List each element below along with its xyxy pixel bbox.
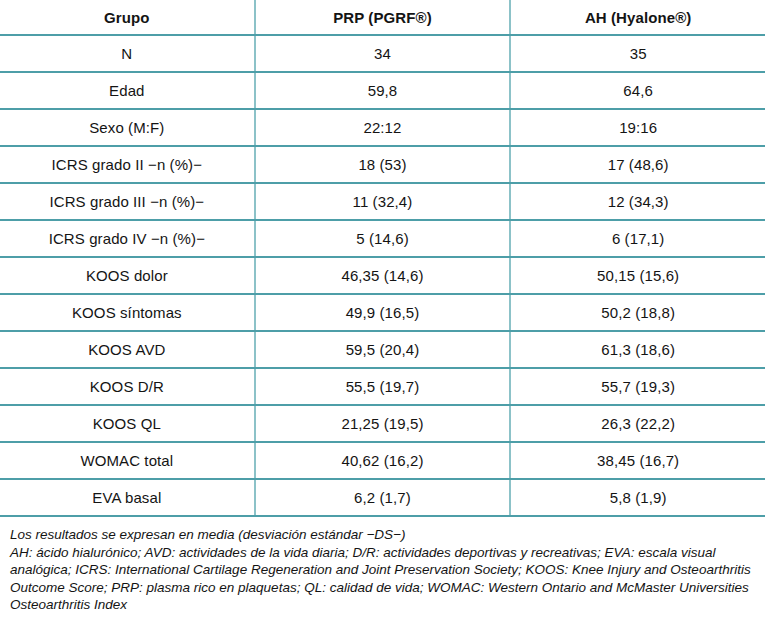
ah-value-cell: 26,3 (22,2) bbox=[510, 405, 765, 442]
ah-value-cell: 55,7 (19,3) bbox=[510, 368, 765, 405]
prp-value-cell: 11 (32,4) bbox=[255, 183, 511, 220]
footnote-abbreviations: AH: ácido hialurónico; AVD: actividades … bbox=[10, 544, 755, 614]
prp-value-cell: 6,2 (1,7) bbox=[255, 479, 511, 516]
table-row: ICRS grado II −n (%)−18 (53)17 (48,6) bbox=[0, 146, 765, 183]
ah-value-cell: 38,45 (16,7) bbox=[510, 442, 765, 479]
ah-value-cell: 64,6 bbox=[510, 72, 765, 109]
table-row: KOOS dolor46,35 (14,6)50,15 (15,6) bbox=[0, 257, 765, 294]
prp-value-cell: 46,35 (14,6) bbox=[255, 257, 511, 294]
column-header-prp: PRP (PGRF®) bbox=[255, 0, 511, 35]
ah-value-cell: 35 bbox=[510, 35, 765, 72]
table-row: ICRS grado IV −n (%)−5 (14,6)6 (17,1) bbox=[0, 220, 765, 257]
prp-value-cell: 40,62 (16,2) bbox=[255, 442, 511, 479]
table-header: Grupo PRP (PGRF®) AH (Hyalone®) bbox=[0, 0, 765, 35]
prp-value-cell: 59,8 bbox=[255, 72, 511, 109]
row-label: KOOS dolor bbox=[0, 257, 255, 294]
prp-value-cell: 21,25 (19,5) bbox=[255, 405, 511, 442]
row-label: Edad bbox=[0, 72, 255, 109]
table-row: KOOS AVD59,5 (20,4)61,3 (18,6) bbox=[0, 331, 765, 368]
row-label: KOOS QL bbox=[0, 405, 255, 442]
table-row: Edad59,864,6 bbox=[0, 72, 765, 109]
row-label: WOMAC total bbox=[0, 442, 255, 479]
ah-value-cell: 12 (34,3) bbox=[510, 183, 765, 220]
row-label: ICRS grado III −n (%)− bbox=[0, 183, 255, 220]
table-row: ICRS grado III −n (%)−11 (32,4)12 (34,3) bbox=[0, 183, 765, 220]
ah-value-cell: 50,15 (15,6) bbox=[510, 257, 765, 294]
ah-value-cell: 6 (17,1) bbox=[510, 220, 765, 257]
table-row: N3435 bbox=[0, 35, 765, 72]
column-header-grupo: Grupo bbox=[0, 0, 255, 35]
prp-value-cell: 5 (14,6) bbox=[255, 220, 511, 257]
prp-value-cell: 49,9 (16,5) bbox=[255, 294, 511, 331]
ah-value-cell: 50,2 (18,8) bbox=[510, 294, 765, 331]
table-footnote: Los resultados se expresan en media (des… bbox=[0, 517, 765, 614]
header-row: Grupo PRP (PGRF®) AH (Hyalone®) bbox=[0, 0, 765, 35]
footnote-results-note: Los resultados se expresan en media (des… bbox=[10, 526, 755, 544]
column-header-ah: AH (Hyalone®) bbox=[510, 0, 765, 35]
prp-value-cell: 22:12 bbox=[255, 109, 511, 146]
prp-value-cell: 59,5 (20,4) bbox=[255, 331, 511, 368]
row-label: Sexo (M:F) bbox=[0, 109, 255, 146]
prp-value-cell: 34 bbox=[255, 35, 511, 72]
ah-value-cell: 19:16 bbox=[510, 109, 765, 146]
row-label: ICRS grado IV −n (%)− bbox=[0, 220, 255, 257]
prp-value-cell: 18 (53) bbox=[255, 146, 511, 183]
table-body: N3435Edad59,864,6Sexo (M:F)22:1219:16ICR… bbox=[0, 35, 765, 516]
row-label: EVA basal bbox=[0, 479, 255, 516]
ah-value-cell: 61,3 (18,6) bbox=[510, 331, 765, 368]
ah-value-cell: 5,8 (1,9) bbox=[510, 479, 765, 516]
table-row: Sexo (M:F)22:1219:16 bbox=[0, 109, 765, 146]
table-row: KOOS síntomas49,9 (16,5)50,2 (18,8) bbox=[0, 294, 765, 331]
prp-value-cell: 55,5 (19,7) bbox=[255, 368, 511, 405]
row-label: KOOS AVD bbox=[0, 331, 255, 368]
table-row: KOOS QL21,25 (19,5)26,3 (22,2) bbox=[0, 405, 765, 442]
table-row: EVA basal6,2 (1,7)5,8 (1,9) bbox=[0, 479, 765, 516]
row-label: KOOS síntomas bbox=[0, 294, 255, 331]
results-table: Grupo PRP (PGRF®) AH (Hyalone®) N3435Eda… bbox=[0, 0, 765, 517]
page: Grupo PRP (PGRF®) AH (Hyalone®) N3435Eda… bbox=[0, 0, 765, 624]
row-label: KOOS D/R bbox=[0, 368, 255, 405]
row-label: ICRS grado II −n (%)− bbox=[0, 146, 255, 183]
ah-value-cell: 17 (48,6) bbox=[510, 146, 765, 183]
table-row: KOOS D/R55,5 (19,7)55,7 (19,3) bbox=[0, 368, 765, 405]
row-label: N bbox=[0, 35, 255, 72]
table-row: WOMAC total40,62 (16,2)38,45 (16,7) bbox=[0, 442, 765, 479]
